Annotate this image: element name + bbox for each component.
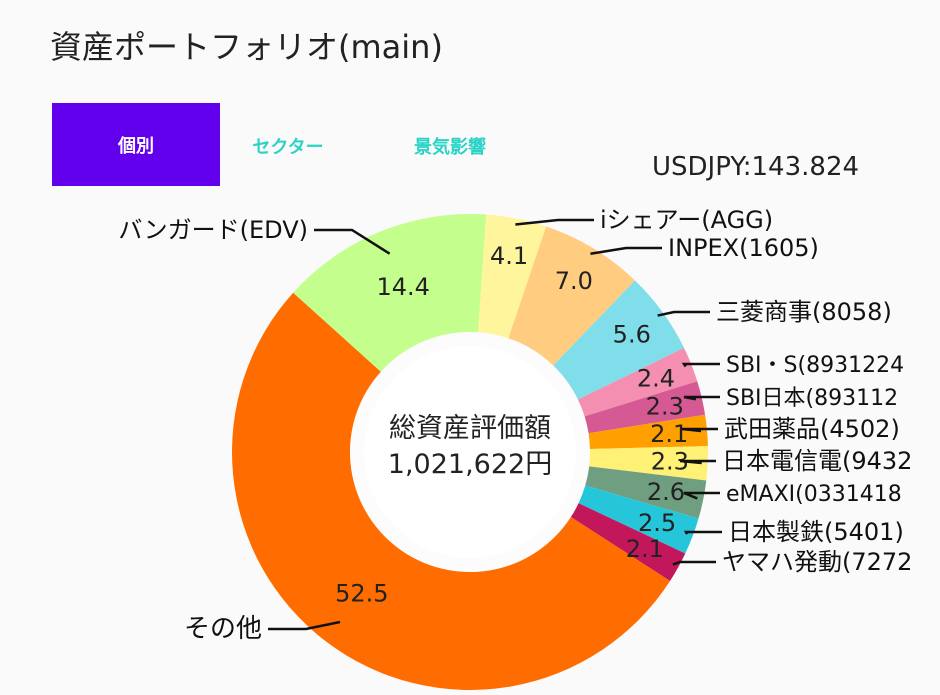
total-assets-title: 総資産評価額 [389, 413, 551, 444]
pie-slice [508, 226, 636, 366]
slice-value-label: 2.4 [637, 364, 675, 392]
pie-slice [293, 214, 487, 372]
slice-leader-line [681, 362, 720, 368]
slice-value-label: 52.5 [335, 579, 388, 607]
slice-leader-line [683, 395, 720, 401]
pie-slice [577, 347, 698, 417]
slice-value-label: 2.3 [646, 393, 684, 421]
slice-name-label: 三菱商事(8058) [716, 298, 892, 326]
tab-bar: 個別 セクター 景気影響 [52, 103, 572, 186]
slice-name-label: ヤマハ発動(7272 [722, 548, 912, 576]
donut-hole [364, 346, 576, 558]
slice-value-label: 7.0 [555, 267, 593, 295]
slice-value-label: 2.6 [647, 478, 685, 506]
page-title: 資産ポートフォリオ(main) [50, 28, 443, 66]
slice-value-label: 4.1 [490, 242, 528, 270]
pie-slice [578, 485, 699, 554]
slice-name-label: その他 [184, 614, 262, 644]
pie-slice [553, 280, 685, 400]
slice-name-label: INPEX(1605) [668, 234, 819, 262]
slice-value-label: 5.6 [613, 320, 651, 348]
slice-name-label: 武田薬品(4502) [724, 415, 900, 443]
slice-name-label: SBI・S(8931224 [726, 353, 904, 378]
slice-name-label: eMAXI(0331418 [726, 482, 902, 507]
slice-leader-line [657, 310, 710, 317]
slice-value-label: 2.1 [650, 420, 688, 448]
slice-leader-line [684, 530, 722, 535]
slice-leader-line [590, 246, 662, 255]
pie-slice [588, 414, 708, 450]
slice-leader-line [681, 427, 718, 433]
slice-name-label: バンガード(EDV) [118, 216, 308, 244]
tab-economic-impact[interactable]: 景気影響 [414, 137, 486, 158]
tab-individual[interactable]: 個別 [52, 103, 220, 186]
slice-leader-line [672, 560, 716, 566]
pie-slice [589, 446, 709, 481]
slice-leader-line [679, 459, 716, 465]
slice-value-label: 2.5 [638, 509, 676, 537]
exchange-rate-label: USDJPY:143.824 [652, 152, 860, 182]
slice-name-label: iシェアー(AGG) [600, 206, 773, 234]
slice-leader-line [683, 491, 720, 500]
total-assets-value: 1,021,622円 [388, 449, 552, 480]
pie-slice [478, 214, 547, 339]
slice-name-label: 日本製鉄(5401) [728, 518, 904, 546]
slice-leader-line [314, 228, 391, 255]
slice-name-label: 日本電信電(9432 [722, 447, 912, 475]
slice-value-label: 2.1 [626, 535, 664, 563]
pie-slice [584, 381, 706, 434]
pie-slice [585, 466, 707, 519]
slice-leader-line [268, 620, 341, 631]
pie-slice [570, 503, 686, 581]
slice-leader-line [515, 218, 594, 226]
pie-slice [232, 292, 671, 690]
tab-sector[interactable]: セクター [252, 137, 324, 158]
slice-value-label: 14.4 [376, 273, 429, 301]
slice-name-label: SBI日本(893112 [726, 386, 898, 411]
